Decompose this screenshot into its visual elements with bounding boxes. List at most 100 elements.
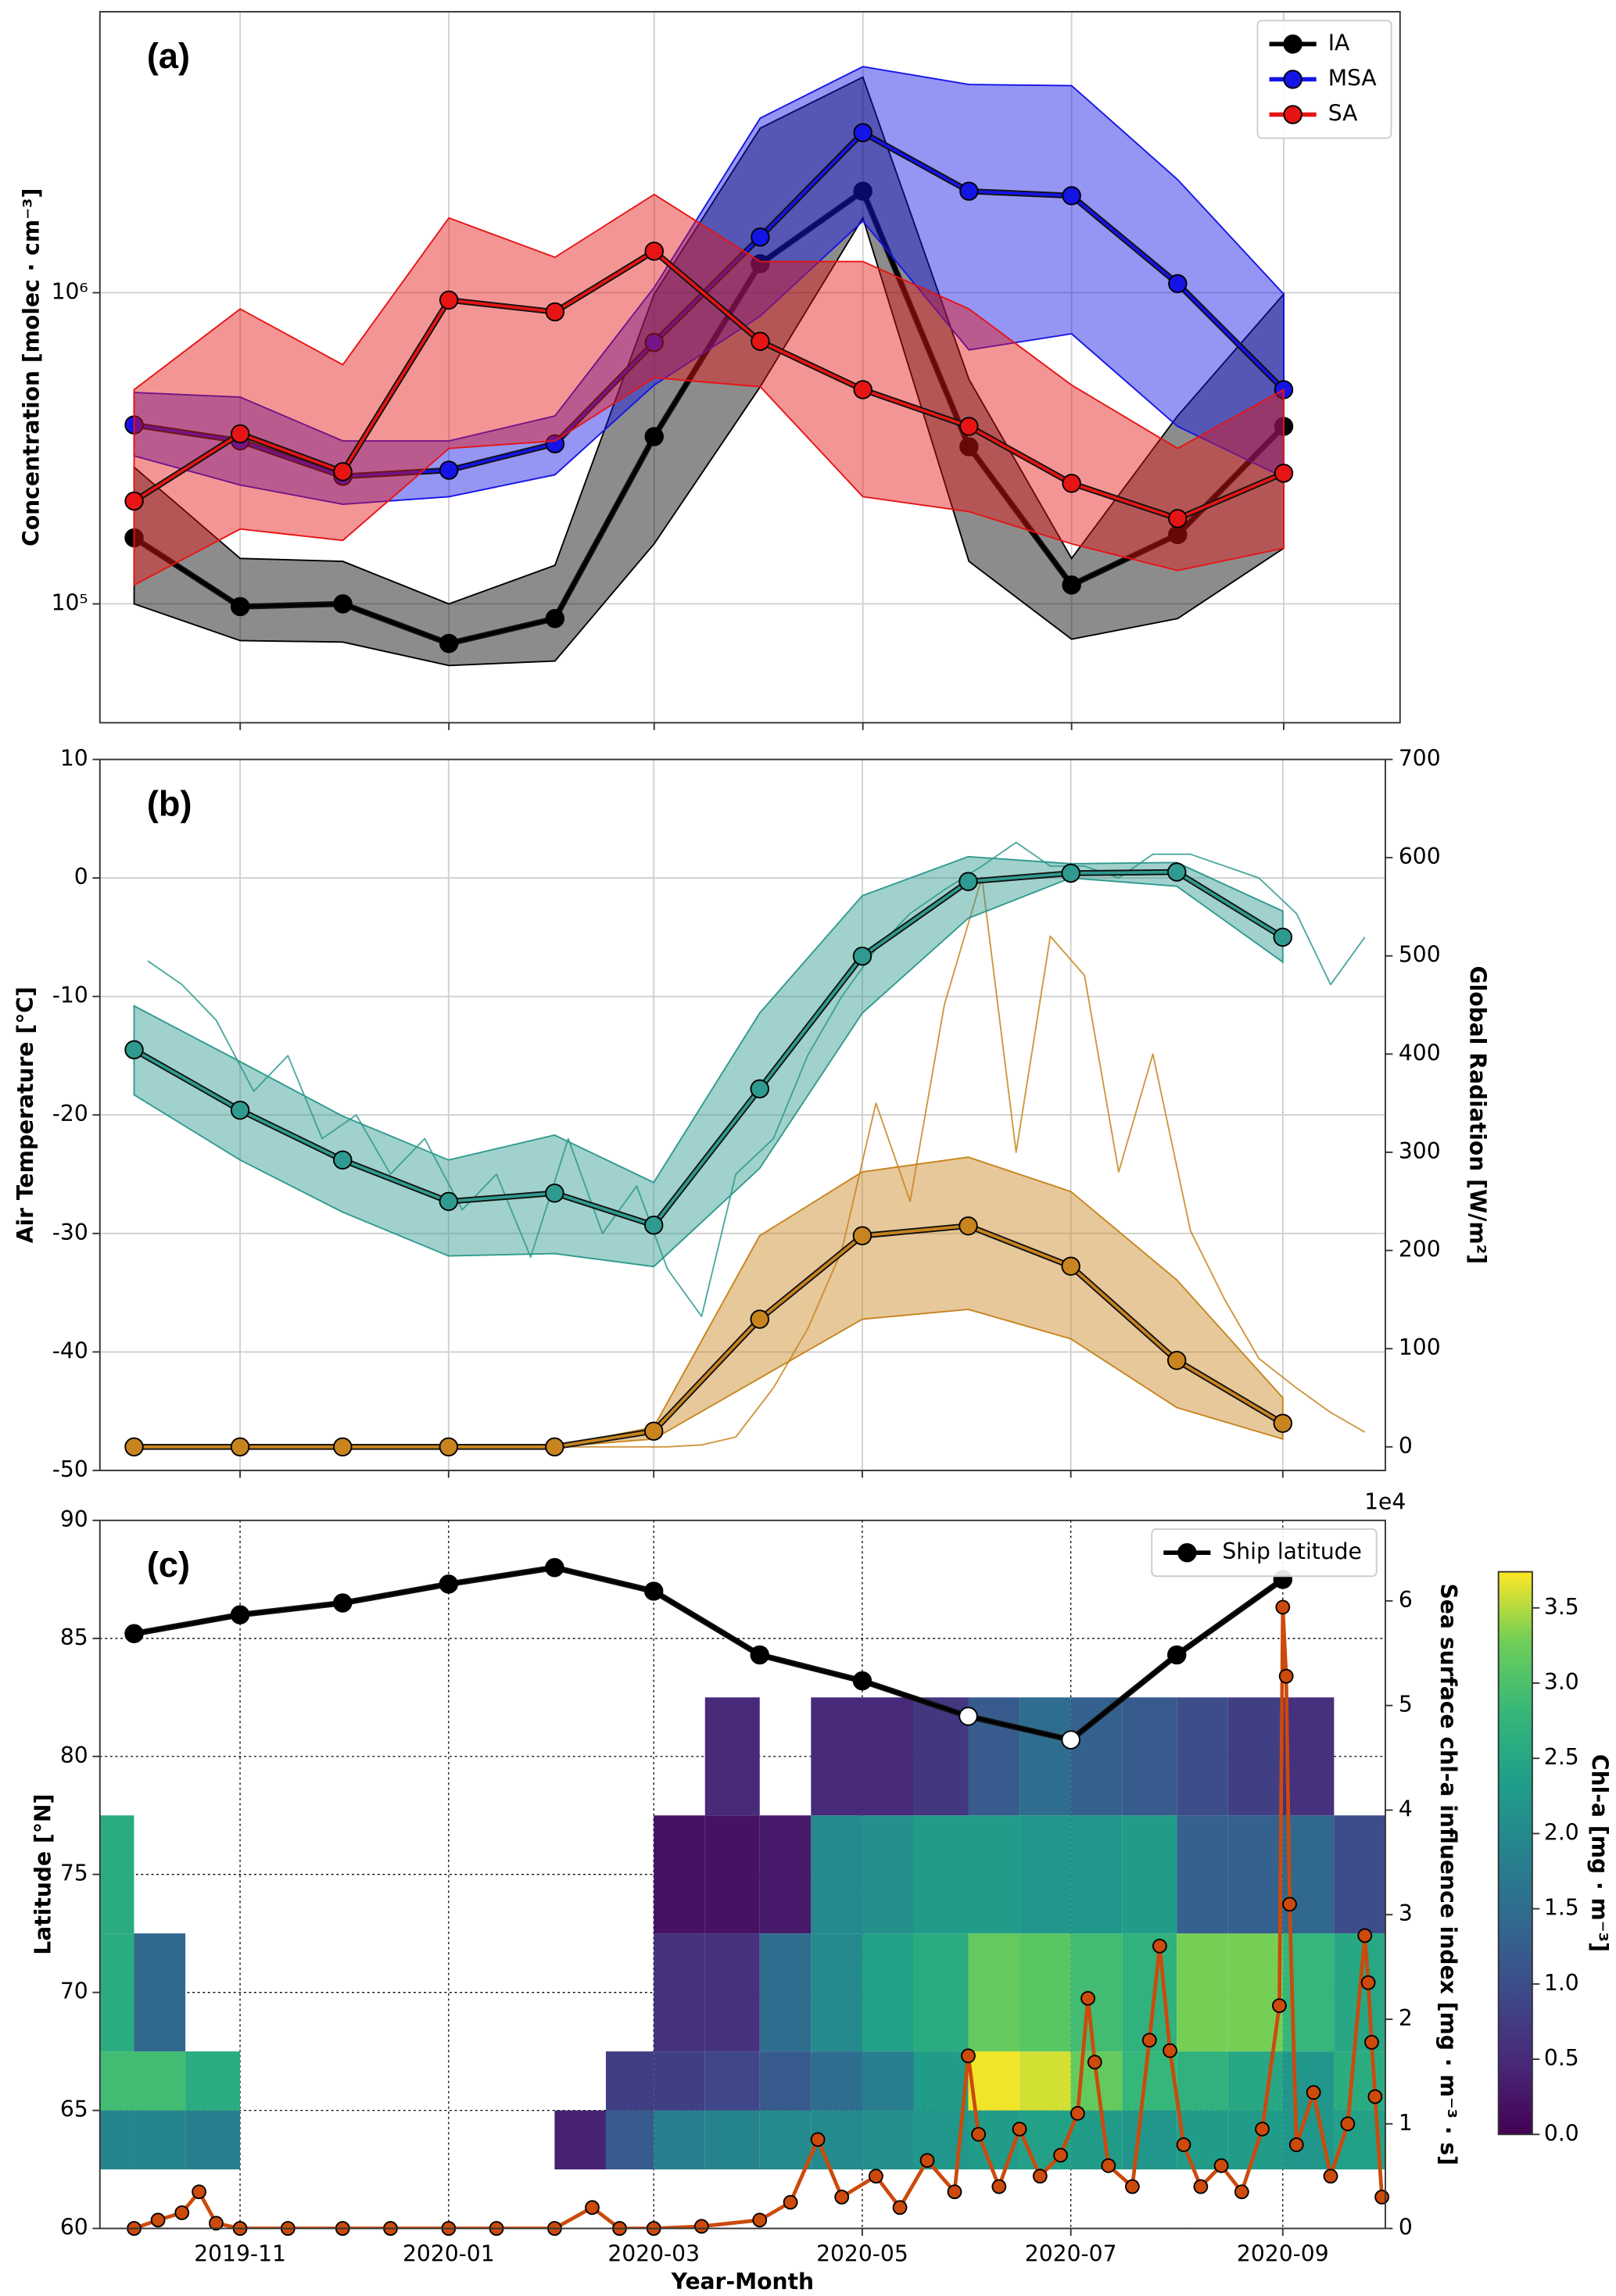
marker — [192, 2184, 206, 2200]
marker — [1278, 1668, 1294, 1684]
marker — [1272, 1998, 1287, 2013]
panel-label: (c) — [147, 1545, 190, 1585]
heat-cell — [1019, 1815, 1071, 1934]
marker — [1255, 2122, 1270, 2137]
marker — [919, 2153, 935, 2168]
marker — [751, 227, 770, 247]
marker — [1061, 1256, 1080, 1276]
heat-cell — [862, 2051, 914, 2111]
colorbar-tick-label: 3.0 — [1544, 1669, 1579, 1695]
y-tick-label: -50 — [52, 1456, 88, 1482]
y2-offset-label: 1e4 — [1364, 1488, 1406, 1514]
legend-label: MSA — [1328, 65, 1378, 91]
marker — [1152, 1938, 1167, 1954]
marker — [585, 2200, 600, 2215]
y-tick-label: 65 — [60, 2097, 88, 2122]
marker — [1167, 862, 1187, 882]
y-tick-label: -20 — [52, 1101, 88, 1127]
band — [133, 193, 1285, 586]
marker — [971, 2126, 987, 2142]
heat-cell — [1227, 1815, 1283, 1934]
heat-cell — [704, 2110, 760, 2170]
y2-tick-label: 100 — [1399, 1334, 1441, 1360]
legend: Ship latitude — [1151, 1528, 1378, 1578]
heat-cell — [1070, 1933, 1123, 2052]
heat-cell — [185, 2110, 241, 2170]
y-tick-label: -40 — [52, 1338, 88, 1363]
panel-label: (a) — [147, 36, 190, 76]
marker — [545, 1558, 564, 1578]
marker — [834, 2190, 850, 2205]
heat-cell — [862, 1697, 914, 1816]
marker — [958, 1707, 978, 1726]
marker — [1193, 2179, 1209, 2194]
heat-cell — [1227, 1697, 1283, 1816]
marker — [852, 1226, 872, 1245]
heat-cell — [1227, 1933, 1283, 2052]
colorbar-tick-label: 1.0 — [1544, 1970, 1579, 1996]
heat-cell — [913, 1933, 969, 2052]
heat-cell — [1227, 2051, 1283, 2111]
heat-cell — [811, 2051, 862, 2111]
heat-cell — [1227, 2110, 1283, 2170]
legend: IA MSA SA — [1256, 20, 1392, 139]
heat-cell — [654, 1815, 705, 1934]
index-line — [133, 1605, 1384, 2229]
heat-cell — [1122, 1697, 1177, 1816]
marker — [1374, 2190, 1390, 2205]
marker — [545, 434, 565, 453]
heat-cell — [811, 1815, 862, 1934]
heat-cell — [811, 1697, 862, 1816]
heat-cell — [1070, 1697, 1123, 1816]
band — [133, 855, 1284, 1268]
marker — [1070, 2106, 1085, 2121]
heat-cell — [1019, 1697, 1071, 1816]
legend-label: SA — [1328, 101, 1358, 127]
panel: 2019-11 2020-01 2020-03 2020-05 2020-07 2020-… — [30, 1488, 1612, 2294]
y-tick-label: 10⁵ — [52, 589, 88, 615]
marker — [1275, 1599, 1291, 1615]
marker — [1062, 575, 1081, 595]
y-tick-label: -30 — [52, 1220, 88, 1245]
y-tick-label: 10⁶ — [52, 278, 88, 304]
y-tick-label: 90 — [60, 1506, 88, 1532]
marker — [852, 946, 872, 966]
y2-tick-label: 500 — [1399, 942, 1441, 968]
marker — [644, 427, 664, 446]
marker — [333, 1437, 353, 1457]
line — [134, 131, 1285, 478]
axes-frame — [99, 758, 1386, 1471]
heat-cell — [99, 1933, 134, 2052]
marker — [783, 2194, 798, 2210]
marker — [892, 2200, 908, 2215]
heat-cell — [759, 1933, 812, 2052]
heat-cell — [968, 2051, 1020, 2111]
marker — [545, 1437, 564, 1457]
marker — [174, 2205, 190, 2220]
heat-cell — [704, 2051, 760, 2111]
y2-tick-label: 0 — [1399, 2215, 1413, 2240]
marker — [1168, 274, 1188, 293]
y2-tick-label: 5 — [1399, 1692, 1413, 1718]
marker — [230, 596, 250, 617]
heat-cell — [704, 1697, 760, 1816]
marker — [752, 2212, 768, 2228]
marker — [959, 181, 979, 201]
marker — [1061, 863, 1080, 883]
marker — [643, 1581, 664, 1601]
heat-cell — [968, 1815, 1020, 1934]
y2-tick-label: 6 — [1399, 1587, 1413, 1613]
axes-frame — [99, 11, 1401, 724]
marker — [333, 1593, 353, 1613]
marker — [1168, 509, 1188, 528]
marker — [853, 181, 872, 201]
marker — [1012, 2122, 1027, 2137]
marker — [1124, 2179, 1140, 2194]
marker — [750, 1079, 769, 1099]
marker — [958, 1216, 978, 1236]
marker — [1282, 1897, 1297, 1912]
line — [133, 249, 1285, 521]
y-axis-label: Concentration [molec · cm⁻³] — [18, 188, 44, 546]
marker — [959, 417, 979, 436]
marker — [1176, 2137, 1191, 2152]
